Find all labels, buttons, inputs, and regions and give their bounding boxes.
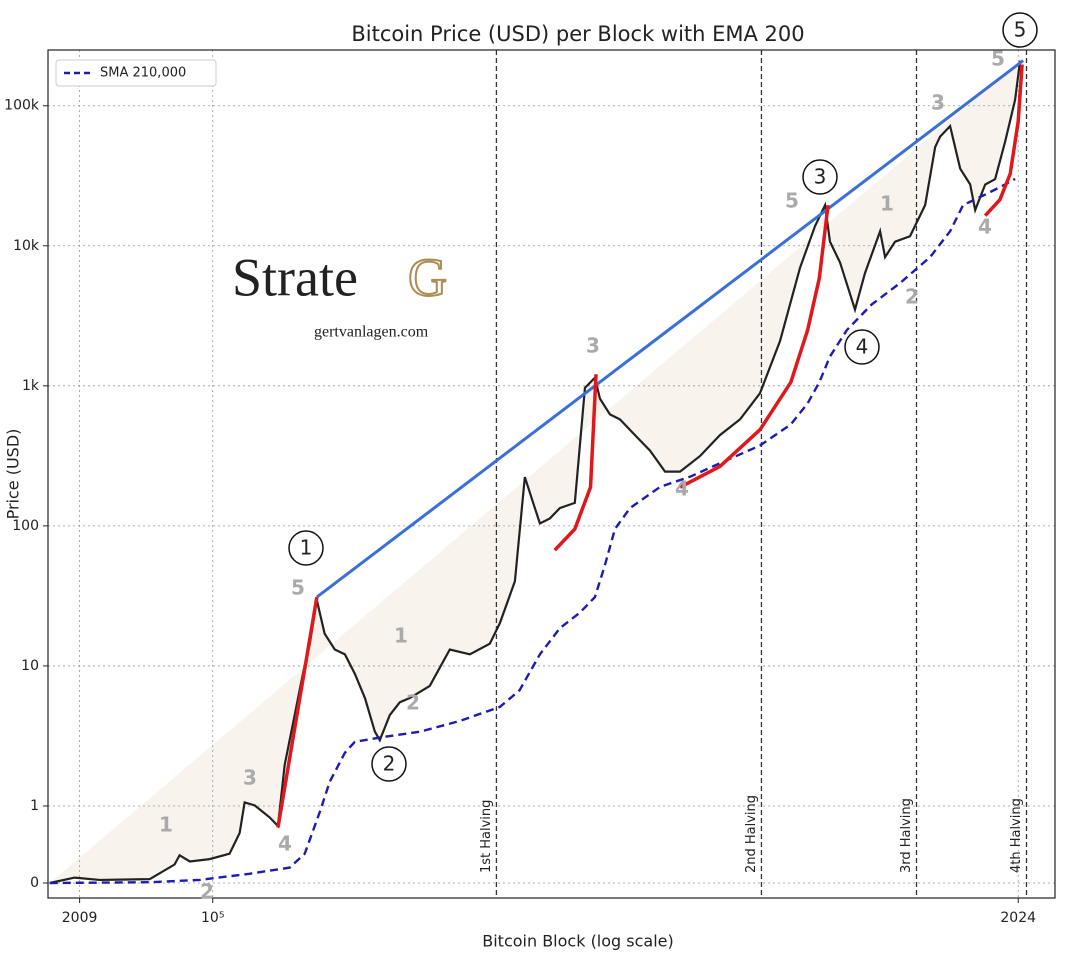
brand-text: Strate [232, 247, 358, 307]
wave-label: 3 [931, 91, 945, 115]
wave-circle [802, 159, 838, 195]
y-tick-label: 10k [13, 238, 40, 254]
wave-label: 3 [243, 766, 257, 790]
y-tick-label: 1k [22, 378, 40, 394]
wave-fit [983, 64, 1024, 217]
wave-fit [276, 596, 319, 828]
wave-label: 1 [880, 192, 894, 216]
wave-circle-label: 1 [300, 536, 313, 560]
x-axis-label: Bitcoin Block (log scale) [482, 932, 674, 951]
x-tick-label: 2009 [62, 910, 98, 926]
wave-circle-label: 4 [856, 335, 869, 359]
wave-circle [1002, 12, 1038, 48]
wave-label: 4 [978, 215, 992, 239]
halving-label: 2nd Halving [744, 795, 759, 873]
wave-circle-label: 5 [1014, 18, 1027, 42]
wave-circle [371, 746, 407, 782]
wave-label: 3 [586, 334, 600, 358]
website: gertvanlagen.com [314, 324, 429, 341]
wave-label: 4 [675, 477, 689, 501]
wave-label: 5 [291, 576, 305, 600]
wave-label: 4 [278, 832, 292, 856]
price-area [49, 60, 1021, 884]
wave-label: 5 [785, 189, 799, 213]
legend-box [55, 59, 217, 87]
x-tick-label: 2024 [1000, 910, 1036, 926]
halving-label: 3rd Halving [899, 798, 914, 873]
chart-title: Bitcoin Price (USD) per Block with EMA 2… [351, 22, 804, 46]
wave-label: 1 [159, 813, 173, 837]
wave-fit [679, 204, 830, 489]
wave-label: 2 [905, 285, 919, 309]
wave-label: 5 [991, 47, 1005, 71]
legend-label: SMA 210,000 [100, 66, 186, 81]
trend-line [315, 59, 1025, 599]
wave-circle [288, 530, 324, 566]
y-tick-label: 100k [4, 98, 40, 114]
y-tick-label: 0 [30, 875, 39, 891]
y-tick-label: 100 [12, 518, 39, 534]
wave-circle [844, 329, 880, 365]
wave-circle-label: 2 [383, 752, 396, 776]
wave-label: 1 [394, 624, 408, 648]
price-line [49, 60, 1022, 885]
y-axis-label: Price (USD) [4, 429, 23, 520]
plot-frame [47, 49, 1056, 899]
y-tick-label: 1 [30, 798, 39, 814]
halving-label: 1st Halving [479, 800, 494, 873]
sma-line [49, 177, 1016, 885]
wave-circle-label: 3 [814, 165, 827, 189]
brand-mark: G [408, 247, 447, 307]
y-tick-label: 10 [21, 658, 39, 674]
x-tick-label: 10⁵ [201, 910, 224, 926]
wave-fit [553, 374, 598, 552]
wave-label: 2 [406, 691, 420, 715]
halving-label: 4th Halving [1009, 798, 1024, 873]
wave-label: 2 [200, 880, 214, 904]
